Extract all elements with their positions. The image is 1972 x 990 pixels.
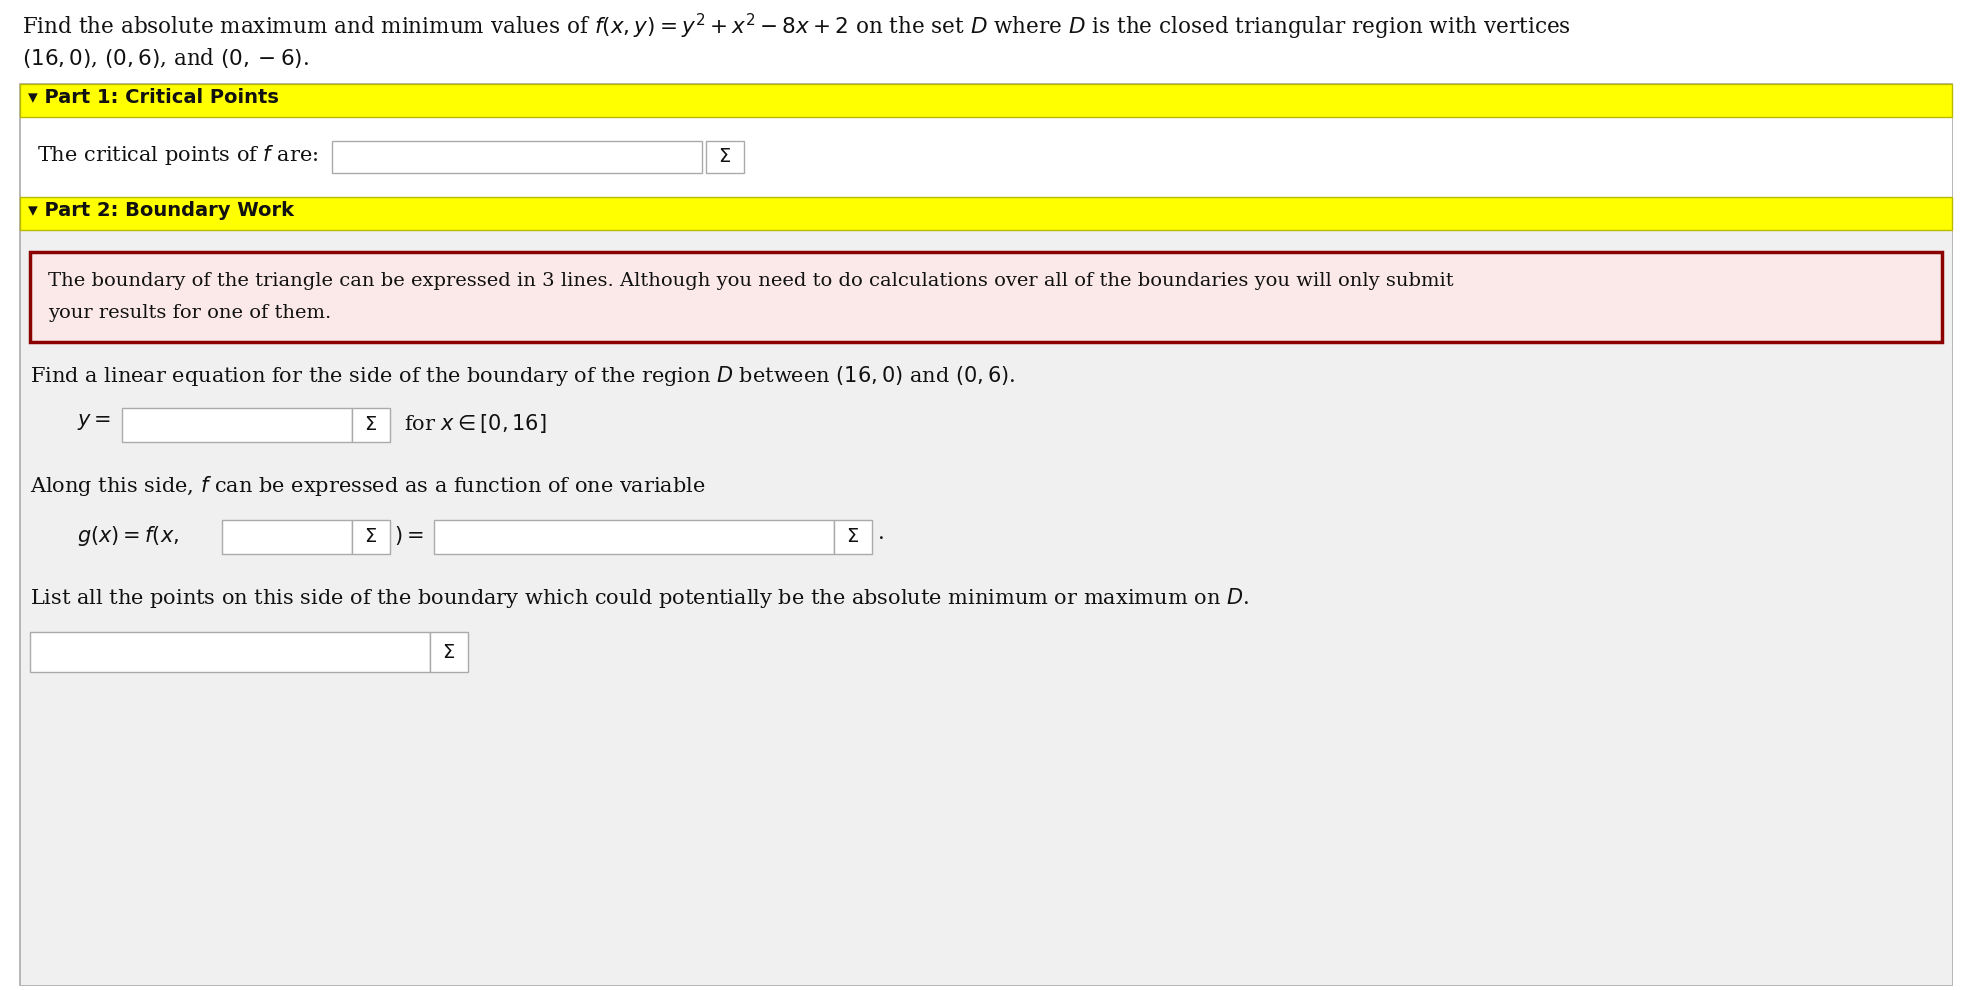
Text: $\Sigma$: $\Sigma$	[365, 528, 377, 546]
FancyBboxPatch shape	[834, 520, 872, 554]
FancyBboxPatch shape	[706, 141, 743, 173]
Text: $\Sigma$: $\Sigma$	[718, 148, 732, 166]
Text: List all the points on this side of the boundary which could potentially be the : List all the points on this side of the …	[30, 586, 1248, 610]
FancyBboxPatch shape	[30, 252, 1942, 342]
FancyBboxPatch shape	[430, 632, 467, 672]
FancyBboxPatch shape	[122, 408, 351, 442]
FancyBboxPatch shape	[30, 632, 430, 672]
Text: ▾ Part 1: Critical Points: ▾ Part 1: Critical Points	[28, 88, 278, 107]
FancyBboxPatch shape	[351, 520, 390, 554]
Text: The boundary of the triangle can be expressed in 3 lines. Although you need to d: The boundary of the triangle can be expr…	[47, 272, 1453, 290]
Text: $\Sigma$: $\Sigma$	[442, 643, 456, 661]
Text: $\Sigma$: $\Sigma$	[365, 416, 377, 435]
FancyBboxPatch shape	[331, 141, 702, 173]
Text: $(16, 0)$, $(0, 6)$, and $(0, -6)$.: $(16, 0)$, $(0, 6)$, and $(0, -6)$.	[22, 46, 310, 70]
FancyBboxPatch shape	[20, 230, 1952, 985]
FancyBboxPatch shape	[20, 84, 1952, 985]
Text: The critical points of $f$ are:: The critical points of $f$ are:	[37, 143, 319, 167]
FancyBboxPatch shape	[351, 408, 390, 442]
Text: ▾ Part 2: Boundary Work: ▾ Part 2: Boundary Work	[28, 201, 294, 220]
Text: Find a linear equation for the side of the boundary of the region $D$ between $(: Find a linear equation for the side of t…	[30, 364, 1016, 388]
FancyBboxPatch shape	[20, 117, 1952, 197]
Text: Find the absolute maximum and minimum values of $f(x, y) = y^2 + x^2 - 8x + 2$ o: Find the absolute maximum and minimum va…	[22, 12, 1572, 43]
FancyBboxPatch shape	[223, 520, 351, 554]
Text: .: .	[878, 524, 885, 543]
Text: $) =$: $) =$	[394, 524, 424, 547]
FancyBboxPatch shape	[20, 197, 1952, 230]
Text: $y =$: $y =$	[77, 412, 110, 432]
Text: Along this side, $f$ can be expressed as a function of one variable: Along this side, $f$ can be expressed as…	[30, 474, 706, 498]
Text: your results for one of them.: your results for one of them.	[47, 304, 331, 322]
Text: for $x \in [0, 16]$: for $x \in [0, 16]$	[404, 412, 546, 435]
FancyBboxPatch shape	[20, 84, 1952, 117]
FancyBboxPatch shape	[434, 520, 834, 554]
Text: $\Sigma$: $\Sigma$	[846, 528, 860, 546]
Text: $g(x) = f(x,$: $g(x) = f(x,$	[77, 524, 179, 548]
